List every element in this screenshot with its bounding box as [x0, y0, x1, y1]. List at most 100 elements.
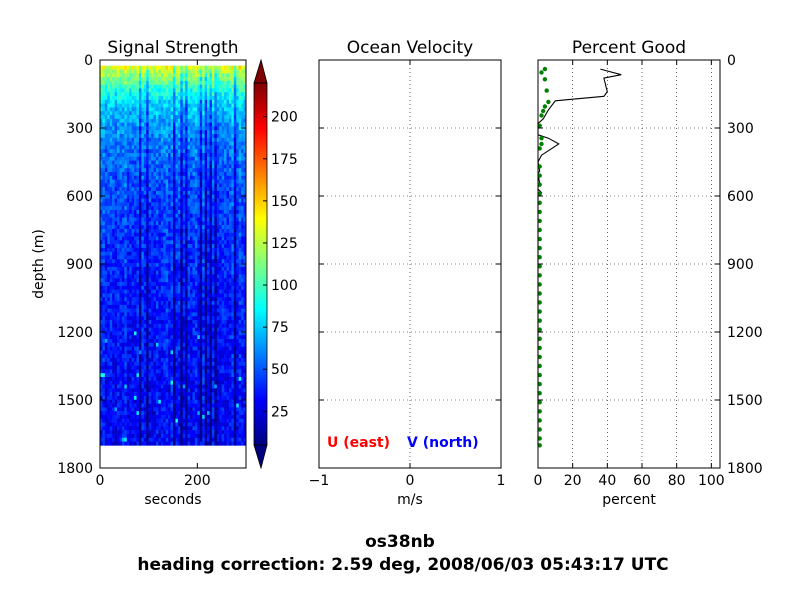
heatmap-cell [185, 141, 188, 146]
heatmap-cell [199, 430, 203, 435]
heatmap-cell [134, 247, 137, 253]
heatmap-cell [138, 278, 142, 283]
heatmap-cell [141, 278, 145, 283]
heatmap-cell [134, 107, 137, 112]
heatmap-cell [165, 164, 169, 169]
heatmap-cell [163, 289, 166, 294]
heatmap-cell [202, 99, 205, 104]
heatmap-cell [209, 175, 213, 180]
heatmap-cell [146, 418, 149, 423]
heatmap-cell [216, 194, 220, 199]
heatmap-cell [117, 236, 120, 241]
heatmap-cell [160, 69, 164, 74]
heatmap-cell [155, 312, 159, 317]
heatmap-cell [134, 293, 137, 298]
heatmap-cell [104, 168, 108, 173]
heatmap-cell [119, 164, 123, 169]
heatmap-cell [173, 137, 176, 142]
heatmap-cell [168, 274, 171, 279]
heatmap-cell [163, 327, 166, 332]
heatmap-cell [107, 88, 111, 93]
heatmap-cell [190, 247, 193, 253]
heatmap-cell [175, 316, 179, 321]
heatmap-cell [112, 331, 115, 336]
heatmap-cell [182, 202, 186, 207]
heatmap-cell [146, 96, 149, 101]
heatmap-cell [168, 282, 171, 287]
heatmap-cell [168, 168, 171, 173]
heatmap-cell [173, 92, 176, 97]
heatmap-cell [138, 164, 142, 169]
heatmap-cell [109, 232, 113, 237]
heatmap-cell [107, 361, 111, 366]
heatmap-cell [146, 217, 149, 222]
heatmap-cell [107, 365, 111, 370]
heatmap-cell [190, 228, 193, 234]
heatmap-cell [187, 156, 191, 161]
heatmap-cell [138, 414, 142, 420]
heatmap-cell [219, 263, 222, 268]
heatmap-cell [180, 399, 184, 404]
heatmap-cell [211, 365, 215, 370]
heatmap-cell [214, 361, 218, 366]
heatmap-cell [160, 96, 164, 101]
heatmap-cell [173, 217, 176, 222]
heatmap-cell [199, 339, 203, 344]
heatmap-cell [204, 236, 208, 241]
heatmap-cell [177, 411, 181, 416]
heatmap-cell [219, 369, 222, 374]
heatmap-cell [114, 426, 118, 431]
heatmap-cell [158, 430, 162, 435]
heatmap-cell [107, 312, 111, 317]
heatmap-cell [129, 179, 132, 184]
heatmap-cell [100, 152, 103, 158]
heatmap-cell [109, 259, 113, 264]
heatmap-cell [173, 331, 176, 336]
heatmap-cell [129, 92, 132, 97]
heatmap-cell [165, 88, 169, 93]
heatmap-cell [102, 411, 106, 416]
heatmap-cell [185, 198, 188, 203]
heatmap-cell [219, 118, 222, 123]
heatmap-cell [134, 301, 137, 306]
heatmap-cell [109, 194, 113, 199]
heatmap-cell [194, 346, 198, 351]
heatmap-cell [126, 399, 130, 404]
heatmap-cell [112, 430, 115, 435]
heatmap-cell [209, 354, 213, 359]
heatmap-cell [151, 175, 154, 180]
heatmap-cell [182, 190, 186, 196]
heatmap-cell [107, 69, 111, 74]
heatmap-cell [119, 130, 123, 135]
heatmap-cell [114, 88, 118, 93]
heatmap-cell [109, 289, 113, 294]
heatmap-cell [199, 255, 203, 260]
heatmap-cell [151, 152, 154, 158]
heatmap-cell [168, 152, 171, 158]
heatmap-cell [177, 171, 181, 177]
heatmap-cell [194, 301, 198, 306]
heatmap-cell [131, 247, 135, 253]
heatmap-cell [194, 285, 198, 290]
heatmap-cell [155, 84, 159, 89]
heatmap-cell [199, 88, 203, 93]
heatmap-cell [134, 111, 137, 116]
heatmap-cell [129, 232, 132, 237]
heatmap-cell [100, 69, 103, 74]
heatmap-cell [180, 103, 184, 108]
heatmap-cell [148, 323, 152, 328]
heatmap-cell [109, 190, 113, 196]
heatmap-cell [155, 301, 159, 306]
heatmap-cell [148, 304, 152, 309]
heatmap-cell [126, 149, 130, 154]
heatmap-cell [207, 266, 210, 271]
heatmap-cell [126, 293, 130, 298]
heatmap-cell [199, 350, 203, 355]
heatmap-cell [199, 84, 203, 89]
heatmap-cell [153, 221, 157, 226]
heatmap-cell [102, 194, 106, 199]
heatmap-cell [148, 244, 152, 249]
heatmap-cell [180, 373, 184, 378]
heatmap-cell [158, 335, 162, 340]
heatmap-cell [129, 190, 132, 196]
